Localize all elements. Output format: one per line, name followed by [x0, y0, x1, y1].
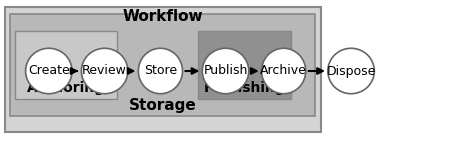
- Bar: [15, 31, 117, 99]
- Text: Dispose: Dispose: [326, 64, 376, 78]
- Text: Authoring: Authoring: [27, 81, 105, 95]
- Bar: [5, 7, 321, 132]
- Text: Publishing: Publishing: [203, 81, 285, 95]
- Text: Publish: Publish: [203, 64, 248, 78]
- Text: Review: Review: [82, 64, 127, 78]
- Bar: [10, 14, 315, 116]
- Ellipse shape: [138, 48, 182, 94]
- Text: Archive: Archive: [260, 64, 307, 78]
- Ellipse shape: [202, 48, 249, 94]
- Ellipse shape: [81, 48, 128, 94]
- Text: Workflow: Workflow: [122, 9, 203, 24]
- Text: Storage: Storage: [129, 98, 196, 113]
- Ellipse shape: [261, 48, 306, 94]
- Ellipse shape: [328, 48, 374, 94]
- Text: Create: Create: [28, 64, 70, 78]
- Ellipse shape: [26, 48, 72, 94]
- Text: Store: Store: [144, 64, 177, 78]
- Bar: [198, 31, 291, 99]
